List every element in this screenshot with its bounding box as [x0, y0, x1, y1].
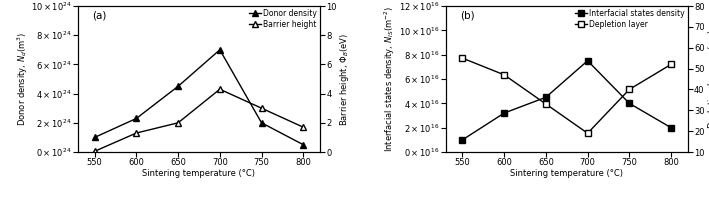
Depletion layer: [584, 132, 592, 134]
Y-axis label: Interfacial states density, $N_{IS}$(m$^{-2}$): Interfacial states density, $N_{IS}$(m$^…: [383, 6, 398, 152]
Interfacial states density: [458, 139, 467, 141]
Donor density: [257, 122, 266, 124]
Legend: Interfacial states density, Depletion layer: Interfacial states density, Depletion la…: [574, 8, 686, 30]
Interfacial states density: [584, 60, 592, 62]
Line: Barrier height: Barrier height: [92, 86, 306, 154]
Donor density: [91, 136, 99, 139]
Interfacial states density: [542, 96, 550, 98]
Text: (b): (b): [460, 10, 475, 20]
Y-axis label: Donor density, $N_d$(m$^3$): Donor density, $N_d$(m$^3$): [15, 32, 30, 126]
Donor density: [216, 49, 224, 51]
Interfacial states density: [500, 112, 508, 114]
Depletion layer: [458, 57, 467, 59]
Barrier height: [257, 107, 266, 109]
Text: (a): (a): [92, 10, 107, 20]
Line: Donor density: Donor density: [92, 47, 306, 147]
Barrier height: [132, 132, 140, 134]
Interfacial states density: [625, 102, 634, 105]
Y-axis label: Barrier height, $\Phi_B$(eV): Barrier height, $\Phi_B$(eV): [338, 32, 351, 126]
Line: Depletion layer: Depletion layer: [459, 55, 674, 136]
Depletion layer: [500, 74, 508, 76]
Y-axis label: Depletion layer, $\omega$ (nm): Depletion layer, $\omega$ (nm): [706, 29, 709, 129]
Interfacial states density: [666, 126, 675, 129]
Barrier height: [299, 126, 308, 128]
Barrier height: [174, 122, 182, 124]
Depletion layer: [542, 103, 550, 105]
Donor density: [174, 85, 182, 88]
X-axis label: Sintering temperature (°C): Sintering temperature (°C): [510, 169, 623, 178]
Barrier height: [91, 150, 99, 152]
Depletion layer: [625, 88, 634, 91]
X-axis label: Sintering temperature (°C): Sintering temperature (°C): [143, 169, 255, 178]
Donor density: [299, 144, 308, 146]
Depletion layer: [666, 63, 675, 66]
Legend: Donor density, Barrier height: Donor density, Barrier height: [247, 8, 318, 30]
Barrier height: [216, 88, 224, 90]
Donor density: [132, 117, 140, 120]
Line: Interfacial states density: Interfacial states density: [459, 58, 674, 143]
